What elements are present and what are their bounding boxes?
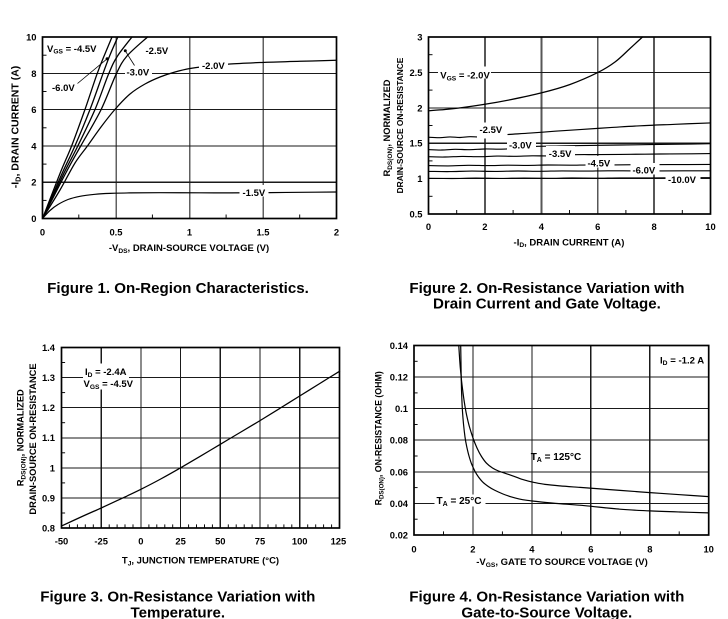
svg-text:100: 100	[292, 535, 308, 546]
svg-text:RDS(ON)​, ON-RESISTANCE (OHM): RDS(ON)​, ON-RESISTANCE (OHM)	[374, 371, 386, 505]
svg-text:ID​ = -1.2 A: ID​ = -1.2 A	[660, 355, 704, 367]
svg-text:2: 2	[334, 227, 339, 238]
svg-text:10: 10	[26, 32, 36, 43]
svg-text:8: 8	[31, 68, 36, 79]
svg-text:0.1: 0.1	[395, 403, 408, 414]
svg-text:-6.0V: -6.0V	[633, 165, 656, 176]
svg-text:-4.5V: -4.5V	[588, 158, 611, 169]
svg-text:Temperature.: Temperature.	[131, 604, 226, 619]
svg-text:6: 6	[595, 221, 600, 232]
svg-text:0.5: 0.5	[409, 209, 422, 220]
svg-text:4: 4	[31, 140, 37, 151]
svg-text:1.3: 1.3	[42, 372, 55, 383]
svg-text:2: 2	[482, 221, 487, 232]
svg-text:0: 0	[411, 543, 416, 554]
svg-text:Figure 2. On-Resistance Variat: Figure 2. On-Resistance Variation with	[409, 280, 684, 297]
svg-text:-1.5V: -1.5V	[243, 188, 266, 199]
svg-text:75: 75	[255, 535, 265, 546]
svg-text:4: 4	[539, 221, 545, 232]
svg-text:0.14: 0.14	[390, 340, 409, 351]
svg-text:1: 1	[50, 462, 55, 473]
svg-text:-6.0V: -6.0V	[52, 83, 75, 94]
svg-text:-ID​, DRAIN CURRENT (A): -ID​, DRAIN CURRENT (A)	[514, 237, 625, 249]
svg-text:-2.5V: -2.5V	[480, 125, 503, 136]
svg-text:-3.5V: -3.5V	[549, 149, 572, 160]
svg-text:4: 4	[529, 543, 535, 554]
svg-text:8: 8	[647, 543, 652, 554]
svg-text:VGS​ = -2.0V: VGS​ = -2.0V	[440, 70, 490, 82]
svg-text:-2.0V: -2.0V	[202, 61, 225, 72]
svg-text:0.9: 0.9	[42, 492, 55, 503]
svg-text:3: 3	[417, 32, 422, 43]
svg-text:0.02: 0.02	[390, 530, 408, 541]
svg-text:-10.0V: -10.0V	[668, 175, 697, 186]
svg-text:6: 6	[31, 104, 36, 115]
svg-text:0: 0	[40, 227, 45, 238]
svg-text:0.08: 0.08	[390, 435, 408, 446]
svg-text:-2.5V: -2.5V	[146, 46, 169, 57]
svg-text:0.8: 0.8	[42, 523, 55, 534]
svg-text:Figure 4. On-Resistance Variat: Figure 4. On-Resistance Variation with	[409, 589, 684, 606]
svg-text:Gate-to-Source Voltage.: Gate-to-Source Voltage.	[461, 604, 632, 619]
svg-text:RDS(ON)​, NORMALIZED: RDS(ON)​, NORMALIZED	[16, 389, 28, 486]
svg-text:TA​ = 125°C: TA​ = 125°C	[531, 452, 582, 464]
svg-text:DRAIN-SOURCE ON-RESISTANCE: DRAIN-SOURCE ON-RESISTANCE	[28, 363, 38, 514]
svg-text:10: 10	[703, 543, 713, 554]
svg-text:0.06: 0.06	[390, 466, 408, 477]
svg-text:VGS​ = -4.5V: VGS​ = -4.5V	[84, 379, 134, 391]
svg-text:-25: -25	[94, 535, 108, 546]
svg-text:DRAIN-SOURCE ON-RESISTANCE: DRAIN-SOURCE ON-RESISTANCE	[395, 57, 405, 193]
svg-text:1.1: 1.1	[42, 432, 55, 443]
svg-text:ID​ = -2.4A: ID​ = -2.4A	[85, 367, 127, 379]
svg-text:Drain Current and Gate Voltage: Drain Current and Gate Voltage.	[433, 296, 661, 313]
svg-text:125: 125	[331, 535, 347, 546]
svg-text:-ID​, DRAIN CURRENT (A): -ID​, DRAIN CURRENT (A)	[10, 66, 23, 189]
svg-text:Figure 1. On-Region Characteri: Figure 1. On-Region Characteristics.	[47, 280, 309, 297]
svg-text:1.2: 1.2	[42, 402, 55, 413]
svg-text:50: 50	[215, 535, 225, 546]
svg-text:0: 0	[426, 221, 431, 232]
svg-text:25: 25	[175, 535, 185, 546]
svg-text:-VDS​, DRAIN-SOURCE VOLTAGE (V: -VDS​, DRAIN-SOURCE VOLTAGE (V)	[109, 243, 269, 255]
svg-text:TA​ = 25°C: TA​ = 25°C	[437, 496, 482, 508]
svg-text:8: 8	[651, 221, 656, 232]
svg-text:2.5: 2.5	[409, 67, 422, 78]
svg-text:-3.0V: -3.0V	[509, 141, 532, 152]
svg-text:-VGS​, GATE TO SOURCE VOLTAGE: -VGS​, GATE TO SOURCE VOLTAGE (V)	[476, 557, 647, 569]
svg-text:2: 2	[470, 543, 475, 554]
svg-text:0.12: 0.12	[390, 372, 408, 383]
svg-text:0.04: 0.04	[390, 498, 409, 509]
svg-text:0: 0	[31, 213, 36, 224]
svg-text:2: 2	[417, 102, 422, 113]
svg-text:6: 6	[588, 543, 593, 554]
svg-text:RDS(ON)​, NORMALIZED: RDS(ON)​, NORMALIZED	[382, 79, 394, 176]
svg-text:-3.0V: -3.0V	[127, 67, 150, 78]
svg-text:0: 0	[138, 535, 143, 546]
svg-text:-50: -50	[55, 535, 69, 546]
svg-text:1.4: 1.4	[42, 342, 56, 353]
svg-text:1: 1	[417, 173, 422, 184]
svg-text:2: 2	[31, 177, 36, 188]
svg-text:1.5: 1.5	[256, 227, 269, 238]
svg-text:TJ​, JUNCTION TEMPERATURE (°C): TJ​, JUNCTION TEMPERATURE (°C)	[122, 556, 279, 568]
svg-text:0.5: 0.5	[109, 227, 122, 238]
svg-text:1.5: 1.5	[409, 138, 422, 149]
svg-text:1: 1	[187, 227, 192, 238]
svg-text:10: 10	[705, 221, 715, 232]
svg-text:VGS​ = -4.5V: VGS​ = -4.5V	[47, 44, 97, 56]
svg-text:Figure 3. On-Resistance Variat: Figure 3. On-Resistance Variation with	[40, 589, 315, 606]
